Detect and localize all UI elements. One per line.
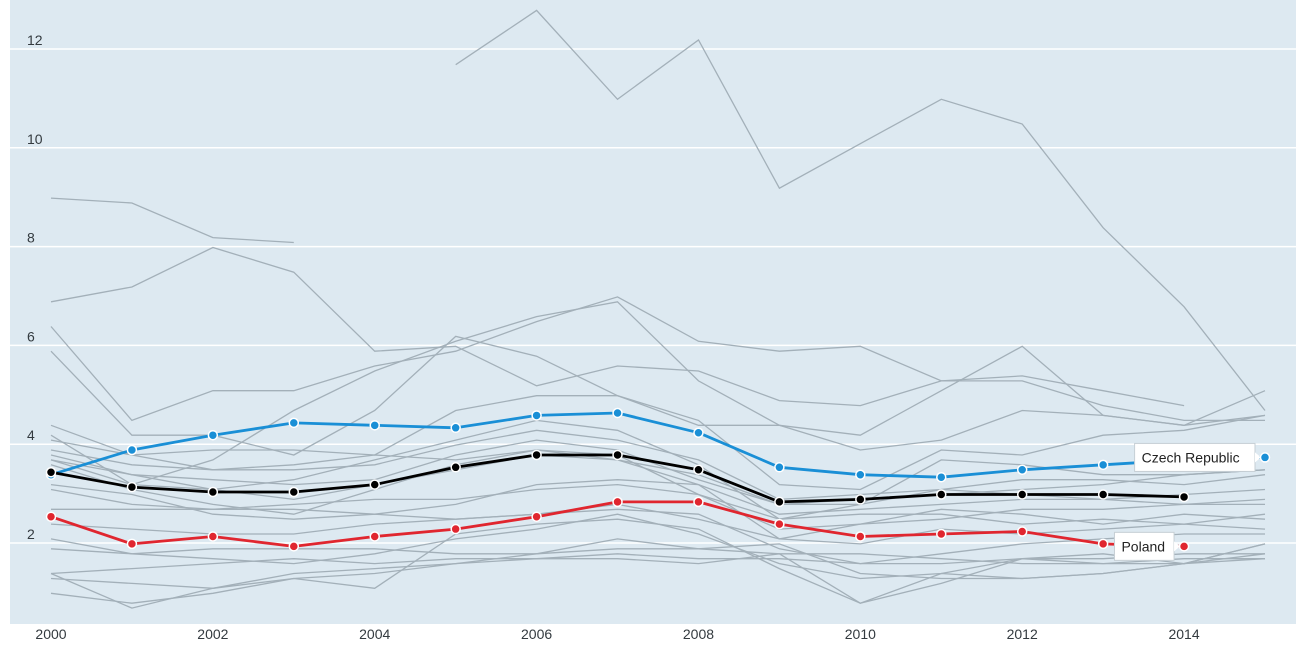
callout-box [1113,531,1175,561]
series-point [450,422,461,434]
series-point [774,462,785,473]
series-point [450,462,461,473]
series-point [207,486,219,498]
series-point [1097,489,1109,500]
series-point [126,444,138,456]
series-point [531,410,542,421]
series-point [855,469,866,480]
series-point [936,489,947,500]
series-line-0 [50,411,1266,479]
background-series-line-4 [50,335,1266,456]
series-point [612,449,623,461]
x-tick-label: 2008 [683,626,714,642]
gridlines [10,48,1296,544]
series-point [369,479,380,490]
callout-pointer [1255,452,1261,463]
series-0 [45,407,1271,483]
series-point [369,420,380,431]
series-point [612,496,623,508]
series-point [612,407,623,419]
series-point [693,427,704,438]
series-point [936,471,947,483]
series-point [693,496,704,508]
y-tick-label: 4 [27,427,35,443]
background-series-line-12 [50,479,1266,540]
callout-pointer [1174,541,1181,552]
series-point [1016,489,1028,500]
x-tick-label: 2010 [845,626,876,642]
series-point [693,464,704,476]
series-point [1097,538,1109,550]
series-point [1016,464,1028,476]
background-series-line-15 [50,508,1265,565]
background-series-line-9 [50,439,1266,506]
series-point [450,523,461,535]
series-point [288,486,300,498]
series-point [855,494,866,505]
series-point [1178,541,1190,552]
series-point [207,531,219,542]
series-point [1178,491,1190,503]
background-series-line-8 [50,429,1266,501]
series-point [288,417,300,429]
background-series-line-13 [50,483,1266,525]
background-series-line-18 [50,553,1266,575]
series-point [288,541,300,552]
callout-poland: Poland [1113,531,1181,561]
background-series-line-5 [50,301,1266,486]
highlighted-series [45,407,1271,552]
series-point [531,449,542,461]
background-series-line-17 [50,538,1265,565]
series-point [936,528,947,540]
series-point [126,538,138,550]
series-point [45,511,57,522]
background-series-line-10 [50,454,1266,515]
series-point [774,518,785,530]
series-point [774,496,785,508]
y-tick-label: 10 [27,131,43,147]
y-tick-label: 6 [27,328,35,344]
plot-background [10,0,1296,624]
series-point [369,531,380,542]
series-callouts: Czech Republic Poland [1113,442,1261,561]
series-point [126,481,138,493]
series-1 [45,449,1190,508]
callout-box [1134,442,1256,472]
background-series-line-7 [50,419,1266,520]
series-point [45,467,57,478]
series-point [1097,459,1109,471]
callout-label: Poland [1121,538,1165,554]
series-point [855,531,866,542]
background-series-line-20 [50,553,1266,604]
background-series-lines [50,9,1266,609]
series-point [207,429,219,441]
y-tick-label: 2 [27,526,35,542]
background-series-line-6 [50,395,1266,491]
x-tick-label: 2004 [359,626,390,642]
x-tick-label: 2014 [1168,626,1199,642]
series-point [1016,526,1028,537]
series-point [1259,452,1271,463]
background-series-line-0 [50,246,1185,407]
x-tick-label: 2002 [197,626,228,642]
y-tick-label: 12 [27,32,43,48]
x-tick-label: 2006 [521,626,552,642]
y-tick-label: 8 [27,230,35,246]
background-series-line-3 [50,296,1265,422]
x-tick-label: 2012 [1007,626,1038,642]
y-axis-tick-labels: 2 4 6 8 10 12 [27,32,43,542]
background-series-line-1 [50,9,1266,411]
callout-czech-republic: Czech Republic [1134,442,1261,472]
callout-label: Czech Republic [1142,449,1240,465]
x-axis-tick-labels: 2000 2002 2004 2006 2008 2010 2012 2014 [35,626,1199,642]
x-tick-label: 2000 [35,626,66,642]
series-2 [45,496,1190,552]
background-series-line-22 [50,439,1266,506]
background-series-line-21 [50,518,1266,604]
series-point [531,511,542,522]
